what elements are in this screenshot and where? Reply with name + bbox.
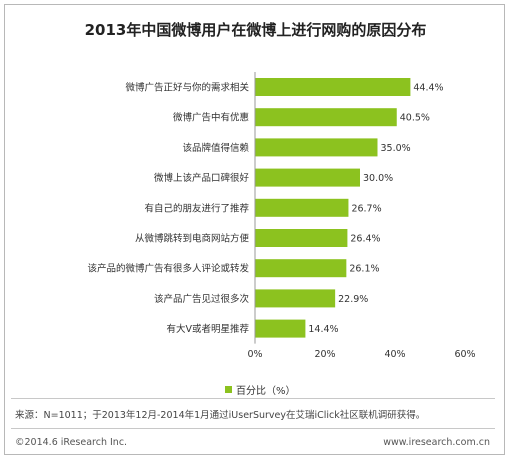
bar: [255, 78, 411, 96]
bar: [255, 319, 306, 338]
chart-legend: 百分比（%）: [225, 382, 296, 397]
category-label: 从微博跳转到电商网站方便: [135, 233, 250, 245]
bar: [255, 259, 347, 278]
data-label: 14.4%: [308, 324, 338, 335]
data-label: 26.1%: [349, 264, 379, 275]
category-label: 有自己的朋友进行了推荐: [144, 202, 249, 214]
bar: [255, 229, 348, 247]
data-label: 30.0%: [363, 173, 393, 184]
category-label: 微博广告正好与你的需求相关: [125, 82, 249, 94]
category-label: 该产品广告见过很多次: [154, 293, 250, 305]
divider-bottom: [11, 428, 495, 429]
legend-swatch: [225, 386, 232, 393]
bar: [255, 138, 378, 157]
divider-top: [11, 398, 495, 399]
bar: [255, 108, 397, 127]
data-label: 44.4%: [413, 83, 443, 94]
website-text: www.iresearch.com.cn: [383, 437, 490, 448]
data-label: 40.5%: [400, 113, 430, 124]
chart-frame: 2013年中国微博用户在微博上进行网购的原因分布 微博广告正好与你的需求相关 微博…: [4, 4, 505, 455]
bar: [255, 198, 349, 217]
chart-title: 2013年中国微博用户在微博上进行网购的原因分布: [84, 21, 427, 39]
category-label: 微博广告中有优惠: [173, 112, 249, 124]
data-label: 35.0%: [381, 143, 411, 154]
x-tick-label: 20%: [314, 349, 335, 360]
source-note: 来源：N=1011；于2013年12月-2014年1月通过iUserSurvey…: [15, 410, 426, 421]
bar: [255, 289, 336, 308]
category-label: 该品牌值得信赖: [182, 142, 249, 154]
copyright-text: ©2014.6 iResearch Inc.: [15, 437, 128, 448]
category-label: 该产品的微博广告有很多人评论或转发: [87, 263, 249, 275]
data-label: 26.4%: [350, 234, 380, 245]
bar-chart: 微博广告正好与你的需求相关微博广告中有优惠该品牌值得信赖微博上该产品口碑很好有自…: [87, 72, 476, 360]
x-tick-label: 60%: [454, 349, 475, 360]
legend-label: 百分比（%）: [236, 386, 296, 397]
data-label: 26.7%: [351, 203, 381, 214]
category-label: 有大V或者明星推荐: [167, 323, 250, 335]
category-label: 微博上该产品口碑很好: [154, 172, 250, 184]
x-tick-label: 0%: [247, 349, 262, 360]
data-label: 22.9%: [338, 294, 368, 305]
x-tick-label: 40%: [384, 349, 405, 360]
bar: [255, 168, 360, 187]
